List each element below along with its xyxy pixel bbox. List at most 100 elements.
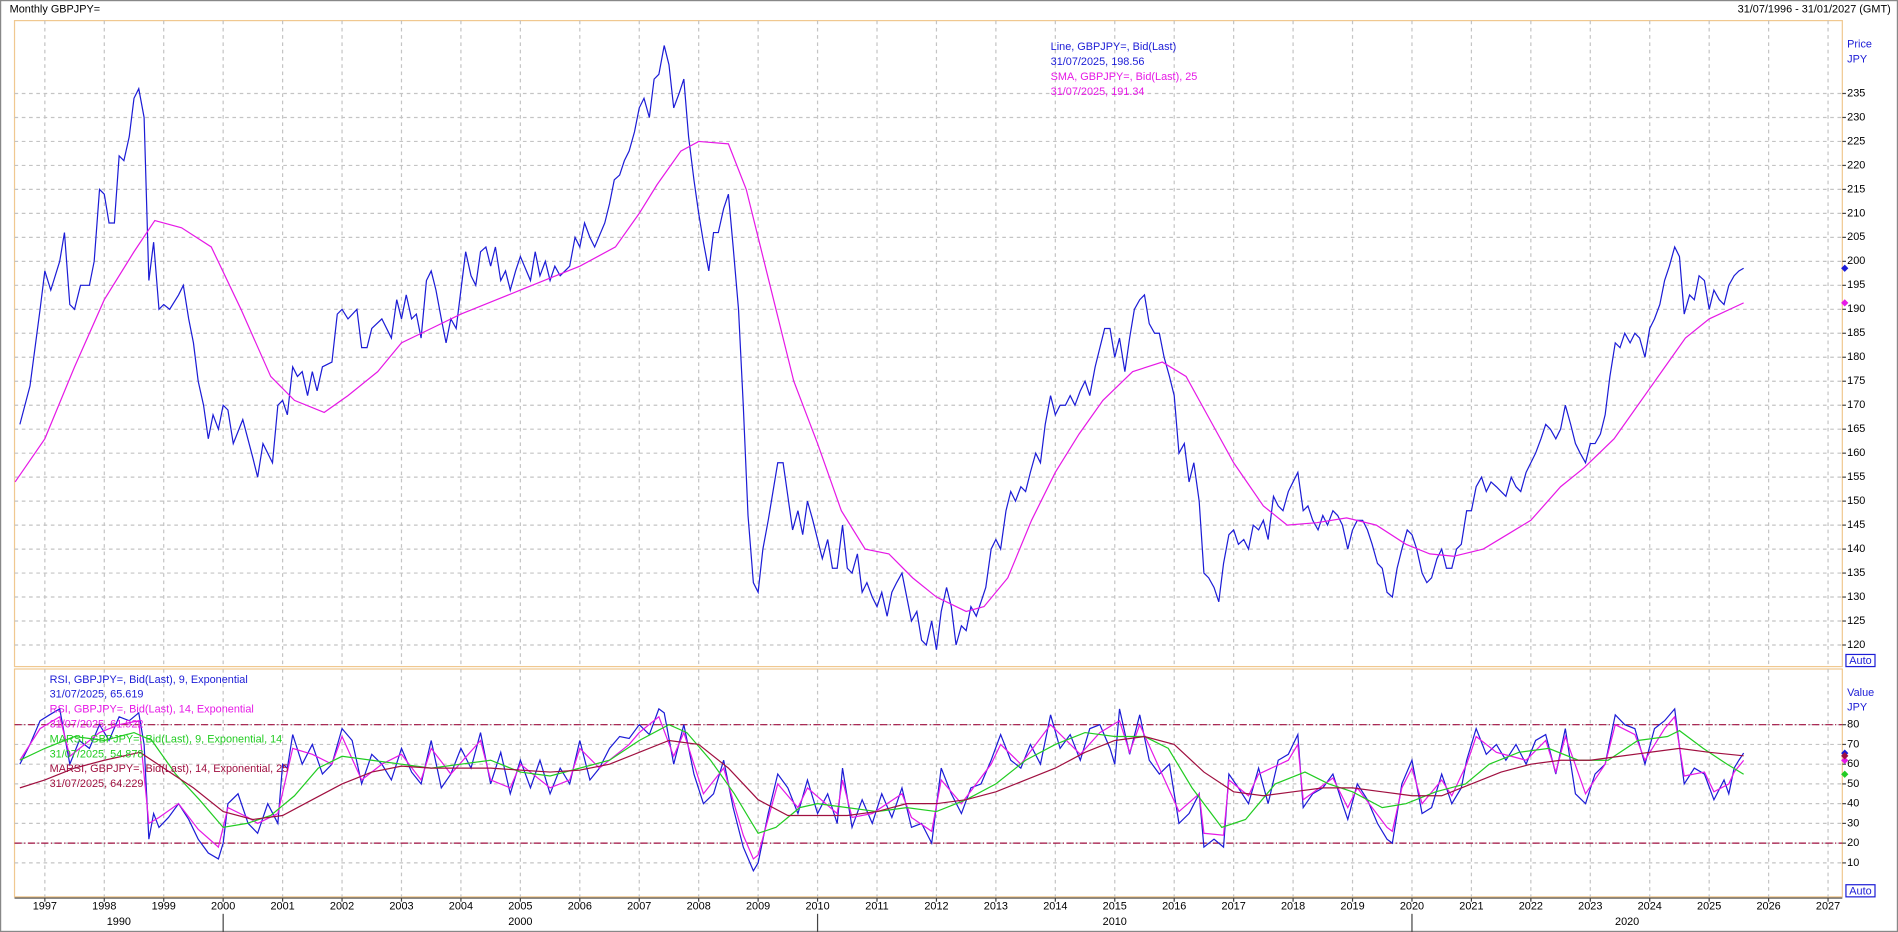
legend-name: MARSI, GBPJPY=, Bid(Last), 14, Exponenti…: [50, 763, 289, 775]
y-tick-label: 230: [1847, 111, 1865, 123]
x-tick-label: 2014: [1043, 900, 1067, 912]
auto-button: [1845, 653, 1876, 668]
x-tick-label: 2018: [1281, 900, 1305, 912]
y-tick-label: 70: [1847, 738, 1859, 750]
legend-value: 31/07/2025, 61.922: [50, 719, 144, 731]
x-tick-label: 2023: [1578, 900, 1602, 912]
y-axis-label: Price: [1847, 39, 1872, 51]
legend-name: Line, GBPJPY=, Bid(Last): [1051, 41, 1177, 53]
x-tick-label: 2015: [1103, 900, 1127, 912]
last-value-marker: [1841, 752, 1849, 760]
series-line: [19, 45, 1744, 650]
y-tick-label: 120: [1847, 639, 1865, 651]
price-panel: [13, 19, 1843, 668]
auto-button-label[interactable]: Auto: [1849, 885, 1871, 897]
legend-value: 31/07/2025, 64.229: [50, 778, 144, 790]
y-axis-unit: JPY: [1847, 53, 1868, 65]
x-tick-label: 2010: [805, 900, 829, 912]
x-tick-label: 2017: [1222, 900, 1246, 912]
y-tick-label: 210: [1847, 207, 1865, 219]
x-tick-label: 2008: [687, 900, 711, 912]
x-tick-label: 2000: [211, 900, 235, 912]
x-tick-label: 2005: [508, 900, 532, 912]
y-tick-label: 150: [1847, 495, 1865, 507]
last-value-marker: [1841, 264, 1849, 272]
legend-value: 31/07/2025, 54.878: [50, 748, 144, 760]
x-tick-label: 2011: [865, 900, 888, 912]
y-tick-label: 20: [1847, 837, 1859, 849]
y-tick-label: 80: [1847, 719, 1859, 731]
y-tick-label: 205: [1847, 231, 1865, 243]
auto-button: [1845, 884, 1876, 898]
y-tick-label: 215: [1847, 183, 1865, 195]
x-tick-label: 2006: [568, 900, 592, 912]
x-tick-label: 2002: [330, 900, 354, 912]
series-line: [19, 724, 1744, 835]
y-tick-label: 225: [1847, 135, 1865, 147]
legend-value: 31/07/2025, 191.34: [1051, 86, 1145, 98]
y-tick-label: 175: [1847, 375, 1865, 387]
y-tick-label: 165: [1847, 423, 1865, 435]
x-tick-label: 2009: [746, 900, 770, 912]
decade-label: 2010: [1103, 916, 1127, 928]
y-tick-label: 200: [1847, 255, 1865, 267]
y-tick-label: 145: [1847, 519, 1865, 531]
rsi-panel: [13, 668, 1843, 898]
legend-name: MARSI, GBPJPY=, Bid(Last), 9, Exponentia…: [50, 733, 283, 745]
series-group: [19, 707, 1745, 873]
y-tick-label: 235: [1847, 87, 1865, 99]
y-tick-label: 125: [1847, 615, 1865, 627]
x-tick-label: 2019: [1340, 900, 1364, 912]
y-tick-label: 50: [1847, 778, 1859, 790]
y-tick-label: 170: [1847, 399, 1865, 411]
y-tick-label: 135: [1847, 567, 1865, 579]
y-tick-label: 155: [1847, 471, 1865, 483]
x-tick-label: 2016: [1162, 900, 1186, 912]
x-tick-label: 2022: [1519, 900, 1543, 912]
x-tick-label: 2027: [1816, 900, 1840, 912]
legend-name: SMA, GBPJPY=, Bid(Last), 25: [1051, 71, 1198, 83]
x-tick-label: 2001: [270, 900, 294, 912]
decade-label: 2000: [508, 916, 532, 928]
y-tick-label: 40: [1847, 798, 1859, 810]
x-tick-label: 1997: [33, 900, 57, 912]
y-tick-label: 10: [1847, 857, 1859, 869]
legend-value: 31/07/2025, 198.56: [1051, 56, 1145, 68]
x-tick-label: 2003: [389, 900, 413, 912]
y-axis-label: Value: [1847, 687, 1874, 699]
y-tick-label: 185: [1847, 327, 1865, 339]
x-tick-label: 2013: [984, 900, 1008, 912]
series-line: [19, 735, 1744, 821]
y-tick-label: 60: [1847, 758, 1859, 770]
series-line: [14, 140, 1744, 613]
legend-name: RSI, GBPJPY=, Bid(Last), 14, Exponential: [50, 704, 254, 716]
x-tick-label: 2007: [627, 900, 651, 912]
date-range: 31/07/1996 - 31/01/2027 (GMT): [1738, 4, 1891, 16]
x-tick-label: 1998: [92, 900, 116, 912]
last-value-marker: [1841, 770, 1849, 778]
legend-name: RSI, GBPJPY=, Bid(Last), 9, Exponential: [50, 674, 248, 686]
x-tick-label: 2025: [1697, 900, 1721, 912]
auto-button-label[interactable]: Auto: [1849, 655, 1871, 667]
y-tick-label: 180: [1847, 351, 1865, 363]
x-tick-label: 2020: [1400, 900, 1424, 912]
y-tick-label: 190: [1847, 303, 1865, 315]
y-tick-label: 160: [1847, 447, 1865, 459]
last-value-marker: [1841, 299, 1849, 307]
series-line: [19, 715, 1745, 860]
y-tick-label: 30: [1847, 817, 1859, 829]
y-axis-unit: JPY: [1847, 702, 1868, 714]
x-tick-label: 2024: [1638, 900, 1662, 912]
legend-value: 31/07/2025, 65.619: [50, 689, 144, 701]
x-tick-label: 2004: [449, 900, 473, 912]
x-tick-label: 2021: [1459, 900, 1483, 912]
series-group: [14, 45, 1744, 650]
decade-label: 2020: [1615, 916, 1639, 928]
x-tick-label: 2012: [924, 900, 948, 912]
chart-title: Monthly GBPJPY=: [10, 4, 100, 16]
y-tick-label: 220: [1847, 159, 1865, 171]
x-tick-label: 2026: [1757, 900, 1781, 912]
decade-label: 1990: [107, 916, 131, 928]
